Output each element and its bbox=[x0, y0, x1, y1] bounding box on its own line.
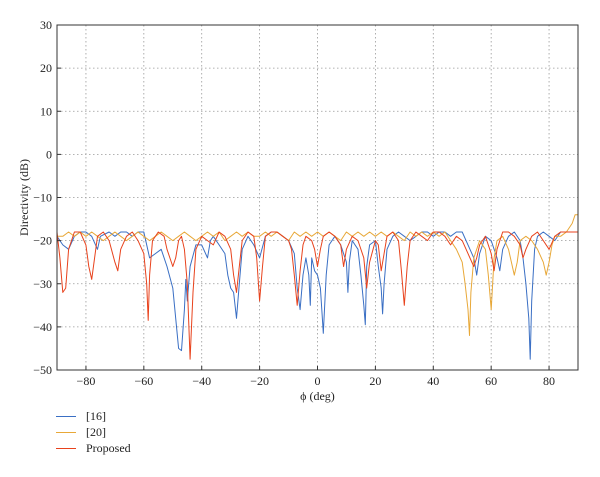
y-tick-label: −50 bbox=[33, 363, 52, 377]
grid bbox=[57, 24, 578, 371]
x-tick-label: 20 bbox=[369, 374, 381, 388]
x-tick-label: 80 bbox=[543, 374, 555, 388]
x-tick-label: 60 bbox=[485, 374, 497, 388]
y-tick-label: 0 bbox=[46, 147, 52, 161]
legend-swatch-16 bbox=[56, 415, 76, 417]
x-tick-label: −60 bbox=[134, 374, 153, 388]
y-tick-label: 10 bbox=[40, 104, 52, 118]
legend-label-16: [16] bbox=[86, 408, 106, 423]
tick-labels: −80 −60 −40 −20 0 20 40 60 80 −50 −40 −30 −20 −10 0 10 2… bbox=[33, 18, 555, 388]
legend-item-proposed: Proposed bbox=[56, 440, 131, 456]
y-tick-label: −40 bbox=[33, 320, 52, 334]
y-axis-label: Directivity (dB) bbox=[17, 159, 31, 236]
legend: [16] [20] Proposed bbox=[56, 408, 131, 456]
legend-swatch-proposed bbox=[56, 447, 76, 449]
y-tick-label: −20 bbox=[33, 234, 52, 248]
x-axis-label: ϕ (deg) bbox=[300, 389, 335, 403]
legend-label-20: [20] bbox=[86, 424, 106, 439]
series-line-0 bbox=[56, 231, 578, 360]
x-tick-label: 40 bbox=[427, 374, 439, 388]
series-line-2 bbox=[56, 231, 578, 360]
y-tick-label: 30 bbox=[40, 18, 52, 32]
legend-label-proposed: Proposed bbox=[86, 440, 131, 455]
x-tick-label: 0 bbox=[315, 374, 321, 388]
x-tick-label: −40 bbox=[192, 374, 211, 388]
series-lines bbox=[56, 214, 578, 360]
x-tick-label: −80 bbox=[77, 374, 96, 388]
legend-item-16: [16] bbox=[56, 408, 131, 424]
y-tick-label: −30 bbox=[33, 277, 52, 291]
legend-swatch-20 bbox=[56, 431, 76, 433]
y-tick-label: 20 bbox=[40, 61, 52, 75]
x-tick-label: −20 bbox=[250, 374, 269, 388]
y-tick-label: −10 bbox=[33, 191, 52, 205]
legend-item-20: [20] bbox=[56, 424, 131, 440]
series-line-1 bbox=[57, 214, 578, 336]
